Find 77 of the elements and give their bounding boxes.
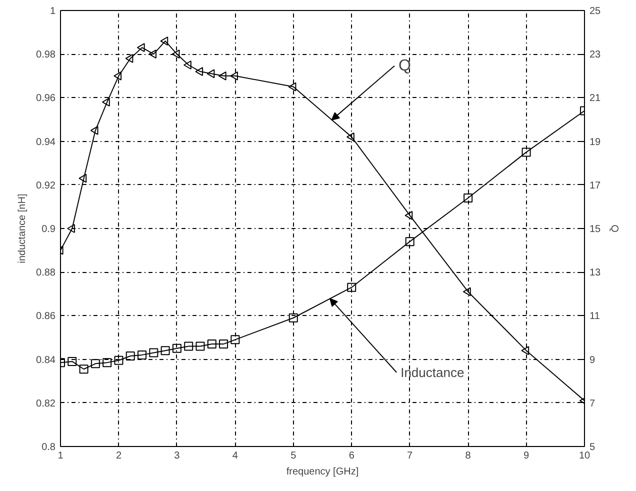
point	[67, 224, 75, 233]
point	[136, 43, 145, 52]
y2-axis-title: Q	[608, 224, 620, 233]
point	[218, 71, 226, 80]
y-tick-label: 0.86	[36, 311, 56, 322]
x-tick-label: 8	[465, 450, 472, 462]
annotation: Q	[398, 57, 411, 74]
point	[464, 193, 473, 202]
point	[404, 210, 413, 220]
x-tick-label: 2	[116, 450, 122, 462]
y-tick-label: 0.84	[36, 354, 56, 366]
point	[206, 69, 215, 78]
point	[462, 287, 471, 296]
x-axis-title: frequency [GHz]	[286, 466, 359, 478]
point	[219, 340, 228, 349]
y-tick-label: 0.82	[36, 398, 56, 410]
x-tick-label: 10	[578, 450, 590, 462]
point	[230, 335, 240, 344]
y-tick-label: 0.8	[42, 442, 56, 453]
point	[172, 344, 182, 353]
y2-tick-label: 17	[590, 180, 602, 192]
y-tick-label: 0.94	[36, 136, 56, 148]
y2-tick-label: 13	[590, 268, 602, 279]
point	[288, 313, 298, 322]
y2-tick-label: 5	[590, 442, 596, 453]
point	[522, 148, 531, 157]
point	[160, 346, 170, 356]
x-tick-label: 4	[232, 450, 238, 462]
y2-tick-label: 15	[590, 224, 602, 235]
point	[126, 352, 135, 361]
point	[114, 356, 124, 365]
annotation: Inductance	[400, 364, 464, 380]
point	[149, 348, 158, 358]
point	[207, 340, 216, 349]
x-tick-label: 3	[174, 450, 180, 462]
point	[172, 50, 180, 59]
point	[102, 358, 112, 368]
point	[346, 132, 354, 142]
y-tick-label: 0.88	[36, 268, 56, 279]
point	[183, 60, 192, 70]
point	[288, 82, 296, 92]
y2-tick-label: 19	[590, 136, 602, 148]
y-tick-label: 1	[50, 6, 56, 17]
point	[114, 71, 122, 80]
y2-tick-label: 7	[590, 398, 596, 410]
point	[347, 282, 356, 292]
y-axis-title: inductance [nH]	[17, 194, 28, 264]
x-tick-label: 7	[407, 450, 414, 462]
point	[79, 364, 88, 374]
y2-tick-label: 11	[590, 311, 600, 322]
point	[230, 71, 238, 80]
point	[521, 346, 530, 356]
point	[102, 98, 110, 107]
point	[195, 67, 204, 76]
x-tick-label: 5	[290, 450, 297, 462]
point	[148, 50, 156, 59]
point	[125, 54, 134, 63]
point	[184, 342, 194, 351]
x-tick-label: 6	[348, 450, 355, 462]
x-tick-label: 1	[58, 450, 64, 462]
y-tick-label: 0.96	[36, 93, 56, 104]
point	[405, 237, 414, 246]
point	[160, 36, 168, 46]
point	[90, 359, 100, 368]
y2-tick-label: 23	[590, 50, 602, 61]
y-tick-label: 0.98	[36, 50, 56, 61]
point	[196, 342, 205, 351]
point	[78, 174, 87, 183]
y-tick-label: 0.92	[36, 180, 56, 192]
y2-tick-label: 9	[590, 354, 596, 366]
y2-tick-label: 25	[590, 6, 602, 17]
x-tick-label: 9	[523, 450, 530, 462]
point	[68, 356, 77, 366]
point	[90, 126, 98, 135]
point	[138, 350, 147, 360]
y-tick-label: 0.9	[42, 224, 56, 235]
y2-tick-label: 21	[590, 93, 602, 104]
